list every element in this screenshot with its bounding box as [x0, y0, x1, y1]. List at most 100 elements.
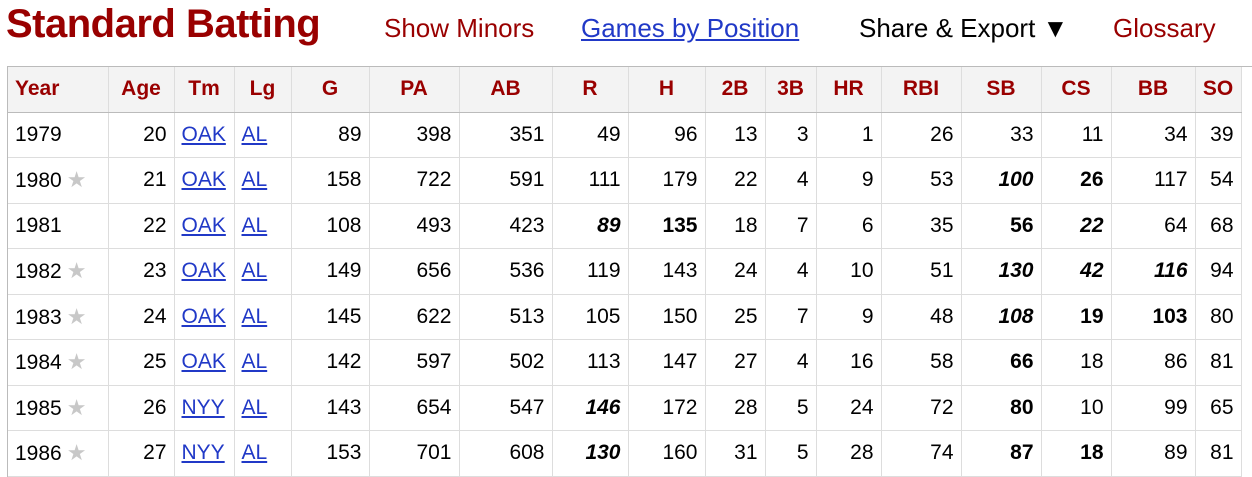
- league-link[interactable]: AL: [241, 213, 268, 237]
- cell-tm: NYY: [174, 430, 235, 477]
- cell-2b: 18: [705, 203, 766, 249]
- cell-ab: 608: [459, 430, 553, 477]
- cell-2b: 28: [705, 385, 766, 431]
- cell-r: 49: [552, 112, 629, 158]
- cell-3b: 4: [765, 157, 817, 204]
- cell-bb: 86: [1111, 339, 1196, 386]
- table-row: 1985 ★ 26 NYY AL 143 654 547 146 172 28 5 24 72 80 10 99…: [8, 385, 1242, 431]
- col-header-pa[interactable]: PA: [369, 67, 460, 113]
- cell-pa: 622: [369, 294, 460, 340]
- cell-g: 158: [291, 157, 370, 204]
- cell-year: 1984 ★: [8, 339, 109, 386]
- cell-age: 26: [108, 385, 175, 431]
- cell-tm: OAK: [174, 294, 235, 340]
- cell-cs: 11: [1041, 112, 1112, 158]
- col-header-cs[interactable]: CS: [1041, 67, 1112, 113]
- cell-year: 1986 ★: [8, 430, 109, 477]
- table-body: 1979 20 OAK AL 89 398 351 49 96 13 3 1 26 33 11 34 39 198…: [8, 112, 1242, 477]
- cell-cs: 26: [1041, 157, 1112, 204]
- col-header-3b[interactable]: 3B: [765, 67, 817, 113]
- cell-hr: 9: [816, 294, 882, 340]
- league-link[interactable]: AL: [241, 168, 268, 192]
- games-by-position-link[interactable]: Games by Position: [581, 13, 800, 43]
- team-link[interactable]: OAK: [181, 122, 226, 146]
- cell-year: 1980 ★: [8, 157, 109, 204]
- cell-rbi: 48: [881, 294, 962, 340]
- league-link[interactable]: AL: [241, 259, 268, 283]
- league-link[interactable]: AL: [241, 441, 268, 465]
- cell-sb: 66: [961, 339, 1042, 386]
- cell-h: 147: [628, 339, 706, 386]
- cell-cs: 18: [1041, 339, 1112, 386]
- table-row: 1984 ★ 25 OAK AL 142 597 502 113 147 27 4 16 58 66 18 86…: [8, 339, 1242, 386]
- cell-age: 25: [108, 339, 175, 386]
- all-star-icon: ★: [66, 349, 87, 375]
- cell-bb: 117: [1111, 157, 1196, 204]
- col-header-so[interactable]: SO: [1195, 67, 1242, 113]
- cell-ab: 423: [459, 203, 553, 249]
- year-value: 1986: [15, 442, 62, 466]
- cell-3b: 4: [765, 339, 817, 386]
- cell-bb: 34: [1111, 112, 1196, 158]
- cell-3b: 4: [765, 248, 817, 295]
- cell-year: 1979: [8, 112, 109, 158]
- team-link[interactable]: NYY: [181, 441, 225, 465]
- col-header-ab[interactable]: AB: [459, 67, 553, 113]
- cell-r: 105: [552, 294, 629, 340]
- show-minors-link[interactable]: Show Minors: [384, 13, 535, 43]
- col-header-age[interactable]: Age: [108, 67, 175, 113]
- cell-2b: 25: [705, 294, 766, 340]
- team-link[interactable]: OAK: [181, 304, 226, 328]
- year-value: 1984: [15, 351, 62, 375]
- league-link[interactable]: AL: [241, 304, 268, 328]
- cell-r: 119: [552, 248, 629, 295]
- year-value: 1983: [15, 305, 62, 329]
- cell-h: 160: [628, 430, 706, 477]
- batting-table-container[interactable]: Year Age Tm Lg G PA AB R H 2B 3B HR RBI SB CS BB SO 1979…: [7, 66, 1252, 477]
- team-link[interactable]: OAK: [181, 168, 226, 192]
- cell-lg: AL: [234, 430, 292, 477]
- cell-hr: 16: [816, 339, 882, 386]
- cell-sb: 56: [961, 203, 1042, 249]
- cell-rbi: 35: [881, 203, 962, 249]
- league-link[interactable]: AL: [241, 122, 268, 146]
- cell-hr: 1: [816, 112, 882, 158]
- cell-2b: 13: [705, 112, 766, 158]
- col-header-sb[interactable]: SB: [961, 67, 1042, 113]
- col-header-year[interactable]: Year: [8, 67, 109, 113]
- col-header-g[interactable]: G: [291, 67, 370, 113]
- col-header-bb[interactable]: BB: [1111, 67, 1196, 113]
- cell-2b: 24: [705, 248, 766, 295]
- batting-table: Year Age Tm Lg G PA AB R H 2B 3B HR RBI SB CS BB SO 1979…: [8, 67, 1242, 477]
- share-export-menu[interactable]: Share & Export ▼: [859, 13, 1069, 43]
- team-link[interactable]: OAK: [181, 259, 226, 283]
- team-link[interactable]: OAK: [181, 213, 226, 237]
- col-header-hr[interactable]: HR: [816, 67, 882, 113]
- col-header-lg[interactable]: Lg: [234, 67, 292, 113]
- cell-year: 1981: [8, 203, 109, 249]
- cell-3b: 7: [765, 294, 817, 340]
- cell-year: 1985 ★: [8, 385, 109, 431]
- team-link[interactable]: NYY: [181, 395, 225, 419]
- col-header-rbi[interactable]: RBI: [881, 67, 962, 113]
- team-link[interactable]: OAK: [181, 350, 226, 374]
- year-value: 1982: [15, 260, 62, 284]
- cell-bb: 116: [1111, 248, 1196, 295]
- cell-so: 68: [1195, 203, 1242, 249]
- table-row: 1979 20 OAK AL 89 398 351 49 96 13 3 1 26 33 11 34 39: [8, 112, 1242, 158]
- col-header-r[interactable]: R: [552, 67, 629, 113]
- cell-tm: OAK: [174, 339, 235, 386]
- league-link[interactable]: AL: [241, 395, 268, 419]
- cell-cs: 19: [1041, 294, 1112, 340]
- col-header-2b[interactable]: 2B: [705, 67, 766, 113]
- col-header-tm[interactable]: Tm: [174, 67, 235, 113]
- league-link[interactable]: AL: [241, 350, 268, 374]
- table-row: 1980 ★ 21 OAK AL 158 722 591 111 179 22 4 9 53 100 26 11…: [8, 157, 1242, 204]
- cell-age: 24: [108, 294, 175, 340]
- glossary-link[interactable]: Glossary: [1113, 13, 1216, 43]
- year-value: 1985: [15, 396, 62, 420]
- cell-ab: 351: [459, 112, 553, 158]
- col-header-h[interactable]: H: [628, 67, 706, 113]
- cell-tm: OAK: [174, 112, 235, 158]
- cell-2b: 27: [705, 339, 766, 386]
